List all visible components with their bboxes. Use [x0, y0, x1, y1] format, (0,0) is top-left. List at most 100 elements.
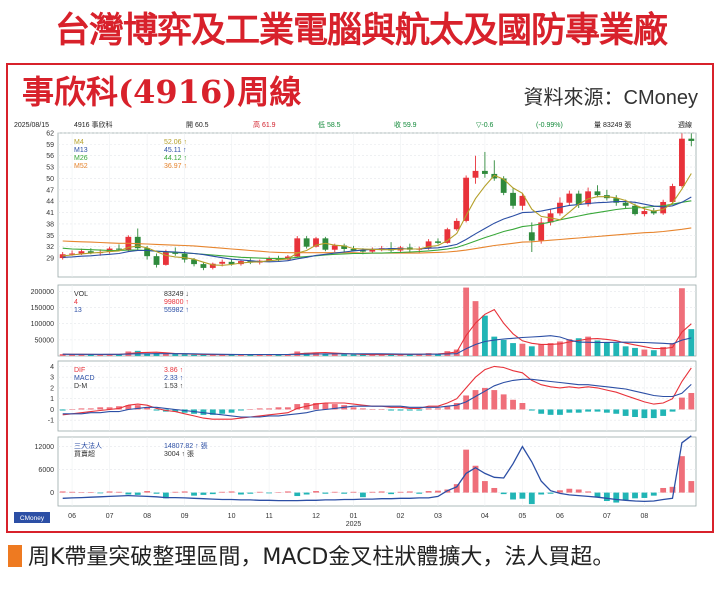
volume-bar: [162, 353, 169, 356]
volume-bar: [669, 343, 676, 356]
macd-legend-value: 3.86 ↑: [164, 367, 183, 374]
volume-bar: [603, 342, 610, 356]
chart-title: 事欣科(4916)周線: [22, 73, 302, 111]
volume-bar: [491, 336, 498, 356]
volume-bar: [172, 354, 179, 356]
info-bar-item: 2025/08/15: [14, 122, 49, 129]
volume-ma13-line: [62, 335, 692, 356]
inst-bar: [181, 491, 188, 493]
inst-bar: [59, 491, 66, 493]
volume-bar: [557, 341, 563, 356]
candle-body: [444, 229, 451, 243]
candle-body: [660, 201, 667, 214]
macd-hist-bar: [538, 409, 545, 414]
macd-hist-bar: [87, 408, 94, 410]
inst-bar: [97, 492, 104, 494]
inst-bar: [481, 481, 488, 493]
macd-hist-bar: [622, 409, 629, 416]
macd-hist-bar: [519, 403, 526, 410]
candle-body: [350, 248, 357, 251]
vol-tick-label: 50000: [35, 337, 55, 344]
candle-body: [566, 193, 573, 203]
volume-bar: [566, 339, 573, 356]
price-tick-label: 44: [46, 199, 54, 206]
volume-bar: [416, 354, 423, 356]
macd-hist-bar: [613, 409, 620, 414]
volume-bar: [191, 354, 197, 356]
inst-bar: [472, 465, 479, 493]
volume-bar: [69, 354, 75, 356]
macd-hist-bar: [59, 409, 66, 411]
macd-tick-label: 0: [50, 407, 54, 414]
price-tick-label: 56: [46, 153, 54, 160]
macd-tick-label: 4: [50, 364, 54, 371]
inst-bar: [256, 491, 263, 493]
price-panel-border: [57, 132, 697, 278]
candle-body: [200, 264, 207, 268]
macd-hist-bar: [594, 409, 601, 412]
inst-bar: [238, 492, 244, 495]
inst-bar: [331, 491, 338, 493]
candle-body: [144, 248, 151, 257]
inst-bar: [585, 491, 592, 493]
inst-bar: [341, 492, 348, 494]
inst-tick-label: 12000: [35, 444, 55, 451]
volume-bar: [481, 315, 488, 356]
info-bar-item: 週線: [678, 120, 692, 129]
macd-hist-bar: [453, 403, 460, 410]
macd-hist-bar: [238, 409, 244, 411]
x-tick-label: 11: [265, 513, 272, 520]
macd-tick-label: 2: [50, 385, 54, 392]
volume-ma4-line: [62, 308, 692, 356]
info-bar-item: (-0.99%): [536, 122, 563, 129]
price-legend-label: M13: [74, 147, 88, 154]
candle-body: [369, 249, 376, 252]
inst-bar: [284, 491, 291, 493]
macd-hist-bar: [491, 390, 498, 410]
macd-legend-value: 1.53 ↑: [164, 383, 183, 390]
price-tick-label: 62: [46, 131, 54, 138]
macd-hist-bar: [172, 409, 179, 412]
inst-bar: [632, 492, 638, 499]
price-legend-value: 45.11 ↑: [164, 147, 186, 154]
stock-chart: 2025/08/15 4916 事欣科 開 60.5 高 61.9 低 58.5 收 59…: [14, 120, 697, 528]
inst-bar: [669, 486, 676, 493]
inst-bar: [303, 492, 310, 495]
volume-bar: [350, 354, 357, 356]
candle-body: [688, 138, 695, 141]
inst-bar: [69, 491, 75, 493]
macd-hist-bar: [378, 409, 385, 410]
info-bar-item: 4916 事欣科: [74, 120, 113, 129]
candle-body: [538, 222, 545, 241]
candle-body: [228, 261, 235, 265]
inst-cumulative-line: [62, 435, 692, 503]
candle-body: [510, 192, 516, 206]
inst-bar: [125, 492, 132, 495]
candle-body: [209, 263, 216, 268]
info-bar-item: ▽-0.6: [476, 122, 494, 129]
inst-bar: [463, 449, 470, 493]
price-tick-label: 29: [46, 256, 54, 263]
inst-bar: [369, 491, 376, 493]
inst-bar: [528, 492, 535, 505]
inst-bar: [538, 492, 545, 495]
inst-bar: [388, 492, 394, 495]
main-title: 台灣博弈及工業電腦與航太及國防專業廠: [54, 10, 668, 51]
macd-hist-bar: [350, 407, 357, 410]
vol-tick-label: 100000: [31, 321, 54, 328]
volume-legend-label: VOL: [74, 291, 88, 298]
candle-body: [303, 238, 310, 247]
volume-bar: [547, 343, 554, 356]
volume-bar: [219, 354, 226, 356]
volume-bar: [209, 354, 216, 356]
volume-bar: [228, 354, 235, 356]
candle-body: [632, 205, 638, 215]
candle-body: [181, 253, 188, 260]
macd-hist-bar: [557, 409, 563, 415]
volume-bar: [360, 354, 366, 356]
macd-hist-bar: [331, 404, 338, 410]
macd-hist-bar: [603, 409, 610, 413]
macd-hist-bar: [435, 408, 441, 410]
candle-body: [360, 250, 366, 252]
volume-bar: [632, 347, 638, 356]
